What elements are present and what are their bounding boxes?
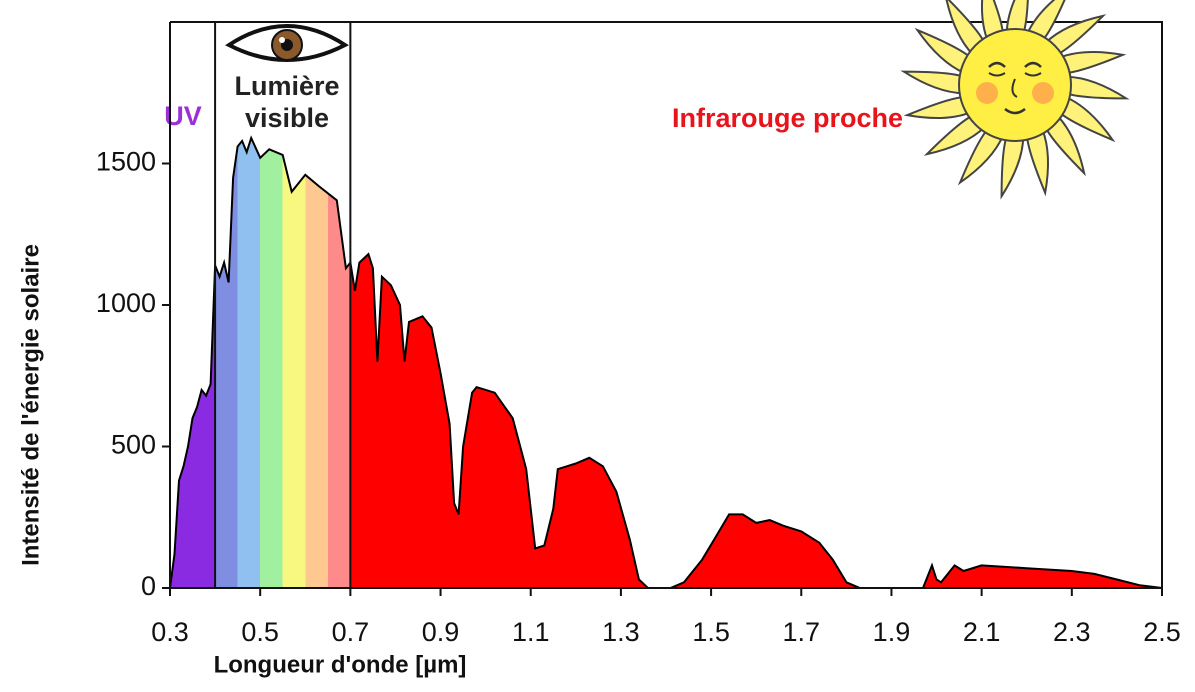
x-axis-title: Longueur d'onde [µm] [214,651,467,678]
sun-ray [1058,95,1116,143]
sun-ray [900,70,965,95]
sun-ray [1025,127,1050,197]
sun-ray [923,114,986,156]
sun-ray [1065,75,1130,100]
y-tick-label: 1000 [96,288,156,318]
y-tick-label: 0 [141,571,156,601]
spectrum-line [169,135,1163,589]
sun-icon [900,0,1130,200]
y-tick-label: 1500 [96,147,156,177]
region-label: visible [245,103,329,133]
x-tick-label: 1.5 [692,617,730,647]
x-tick-label: 1.3 [602,617,640,647]
sun-ray [980,0,1005,43]
sun-ray [1005,0,1029,35]
eye-icon [225,24,349,62]
sun-ray [914,27,972,75]
sun-ray [945,0,986,56]
sun-ray [1025,0,1066,42]
y-axis-title: Intensité de l'énergie solaire [17,244,44,566]
plot-frame [170,21,1163,588]
sun-ray [1057,50,1127,75]
region-label: Lumière [234,71,339,101]
sun-ray [957,128,1005,186]
x-tick-label: 0.5 [241,617,279,647]
x-tick-label: 0.3 [151,617,189,647]
spectrum-area [170,138,1162,588]
sun-ray [1044,114,1086,177]
x-tick-label: 1.9 [873,617,911,647]
sun-ray [1044,14,1107,56]
x-tick-label: 2.5 [1143,617,1181,647]
sun-ray [1000,135,1025,200]
sun-ray [903,95,973,120]
region-label: Infrarouge proche [672,103,903,133]
x-tick-label: 2.3 [1053,617,1091,647]
x-tick-label: 0.7 [332,617,370,647]
x-tick-label: 1.7 [782,617,820,647]
x-tick-label: 1.1 [512,617,550,647]
y-tick-label: 500 [111,430,156,460]
x-tick-label: 2.1 [963,617,1001,647]
x-tick-label: 0.9 [422,617,460,647]
